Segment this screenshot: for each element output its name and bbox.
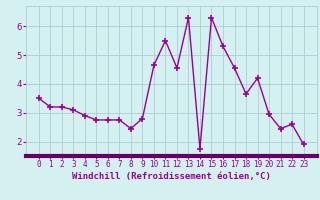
- X-axis label: Windchill (Refroidissement éolien,°C): Windchill (Refroidissement éolien,°C): [72, 172, 271, 181]
